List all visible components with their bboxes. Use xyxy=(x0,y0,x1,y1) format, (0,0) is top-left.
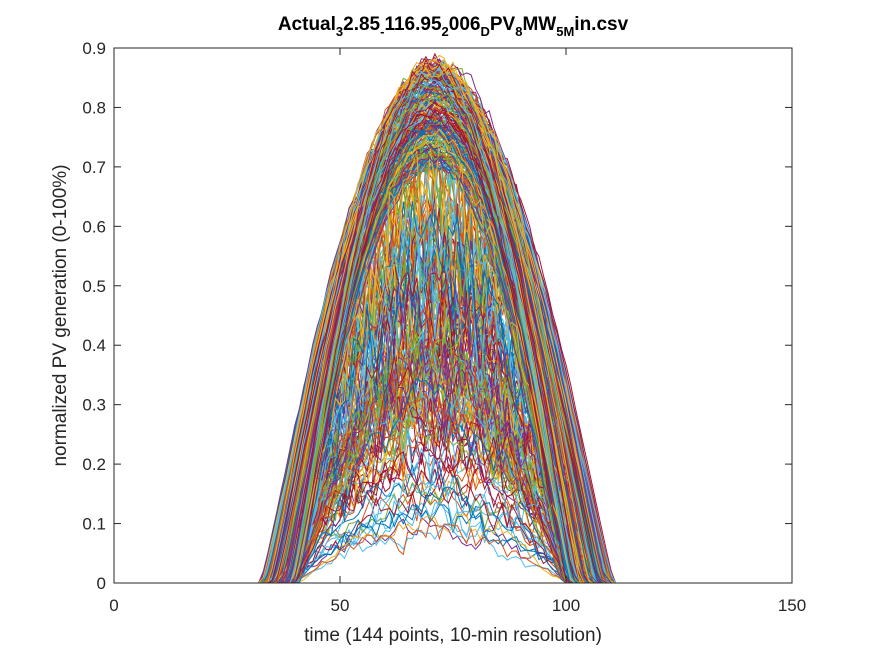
title-part-11: 5M xyxy=(556,24,574,39)
y-tick-label-5: 0.5 xyxy=(82,277,106,296)
x-tick-label-2: 100 xyxy=(552,596,580,615)
y-tick-label-1: 0.1 xyxy=(82,515,106,534)
x-tick-label-1: 50 xyxy=(331,596,350,615)
y-tick-label-9: 0.9 xyxy=(82,39,106,58)
title-part-0: Actual xyxy=(278,14,336,35)
title-part-1: 3 xyxy=(336,24,343,39)
title-part-2: 2.85 xyxy=(343,14,380,35)
y-tick-label-8: 0.8 xyxy=(82,98,106,117)
title-part-7: D xyxy=(480,24,489,39)
title-part-4: 116.95 xyxy=(384,14,441,35)
y-tick-label-0: 0 xyxy=(97,574,106,593)
y-tick-label-3: 0.3 xyxy=(82,396,106,415)
title-part-12: in.csv xyxy=(574,14,628,35)
y-tick-label-7: 0.7 xyxy=(82,158,106,177)
title-part-3: - xyxy=(380,24,384,39)
title-part-8: PV xyxy=(490,14,516,35)
ticks-layer: 0 50 100 150 0 0.1 0.2 0.3 0.4 0.5 0.6 0.7 0.8 0.9 xyxy=(82,39,806,615)
title-part-9: 8 xyxy=(515,24,522,39)
x-tick-label-3: 150 xyxy=(778,596,806,615)
y-tick-label-2: 0.2 xyxy=(82,455,106,474)
x-axis-label: time (144 points, 10-min resolution) xyxy=(304,625,602,646)
title-part-10: MW xyxy=(522,14,556,35)
axes-box xyxy=(113,47,793,584)
y-tick-label-6: 0.6 xyxy=(82,217,106,236)
title-part-5: 2 xyxy=(442,24,449,39)
y-axis-label: normalized PV generation (0-100%) xyxy=(50,164,71,466)
title-part-6: 006 xyxy=(449,14,481,35)
x-tick-label-0: 0 xyxy=(109,596,118,615)
chart-title: Actual32.85-116.952006DPV8MW5Min.csv xyxy=(278,14,629,39)
y-tick-label-4: 0.4 xyxy=(82,336,106,355)
